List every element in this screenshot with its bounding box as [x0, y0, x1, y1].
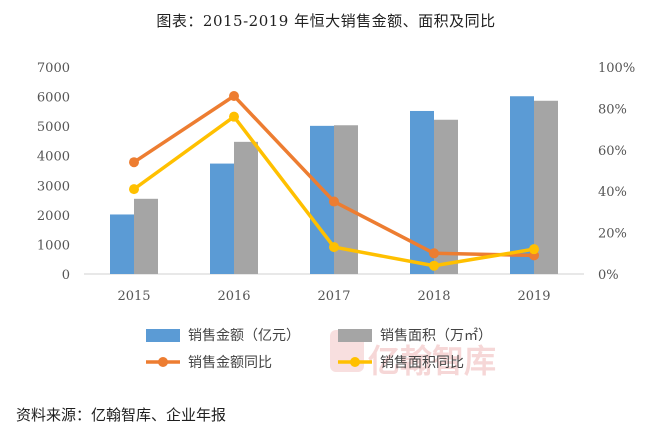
bar-sales-area — [434, 119, 458, 274]
right-tick-label: 0% — [598, 268, 619, 283]
left-tick-label: 7000 — [37, 61, 70, 76]
left-tick-label: 5000 — [37, 120, 70, 135]
legend-sales-area-label: 销售面积（万㎡） — [380, 328, 492, 344]
x-tick-label: 2019 — [517, 289, 550, 304]
bar-sales-amount — [510, 96, 534, 274]
right-tick-label: 100% — [598, 61, 635, 76]
bar-sales-amount — [110, 214, 134, 274]
legend-sales-amount-swatch — [146, 329, 180, 342]
bar-sales-amount — [210, 163, 234, 274]
right-tick-label: 40% — [598, 185, 627, 200]
legend-sales-area-swatch — [338, 329, 372, 342]
right-tick-label: 20% — [598, 227, 627, 242]
left-tick-label: 2000 — [37, 209, 70, 224]
x-tick-label: 2018 — [417, 289, 450, 304]
left-tick-label: 1000 — [37, 238, 70, 253]
chart-title: 图表：2015-2019 年恒大销售金额、面积及同比 — [156, 12, 496, 30]
bar-sales-area — [534, 100, 558, 274]
point-area-yoy — [329, 242, 339, 253]
watermark-text: 亿翰智库 — [368, 342, 496, 380]
bar-sales-area — [134, 198, 158, 274]
legend-sales-amount-label: 销售金额（亿元） — [188, 328, 300, 344]
right-tick-label: 60% — [598, 144, 627, 159]
legend-amount-yoy-marker — [158, 357, 168, 367]
left-tick-label: 6000 — [37, 91, 70, 106]
left-tick-label: 4000 — [37, 150, 70, 165]
x-tick-label: 2017 — [317, 289, 350, 304]
source-note: 资料来源：亿翰智库、企业年报 — [16, 406, 227, 424]
point-area-yoy — [529, 244, 539, 255]
left-tick-label: 3000 — [37, 179, 70, 194]
x-tick-label: 2015 — [117, 289, 150, 304]
point-amount-yoy — [329, 196, 339, 207]
legend-amount-yoy-label: 销售金额同比 — [188, 355, 272, 371]
point-area-yoy — [429, 260, 439, 271]
x-tick-label: 2016 — [217, 289, 250, 304]
point-area-yoy — [229, 111, 239, 122]
left-tick-label: 0 — [62, 268, 70, 283]
point-area-yoy — [129, 184, 139, 195]
right-tick-label: 80% — [598, 102, 627, 117]
point-amount-yoy — [129, 157, 139, 168]
point-amount-yoy — [429, 248, 439, 259]
legend-area-yoy-marker — [350, 357, 360, 367]
legend-area-yoy-label: 销售面积同比 — [380, 355, 464, 371]
point-amount-yoy — [229, 90, 239, 101]
bar-sales-area — [234, 141, 258, 274]
